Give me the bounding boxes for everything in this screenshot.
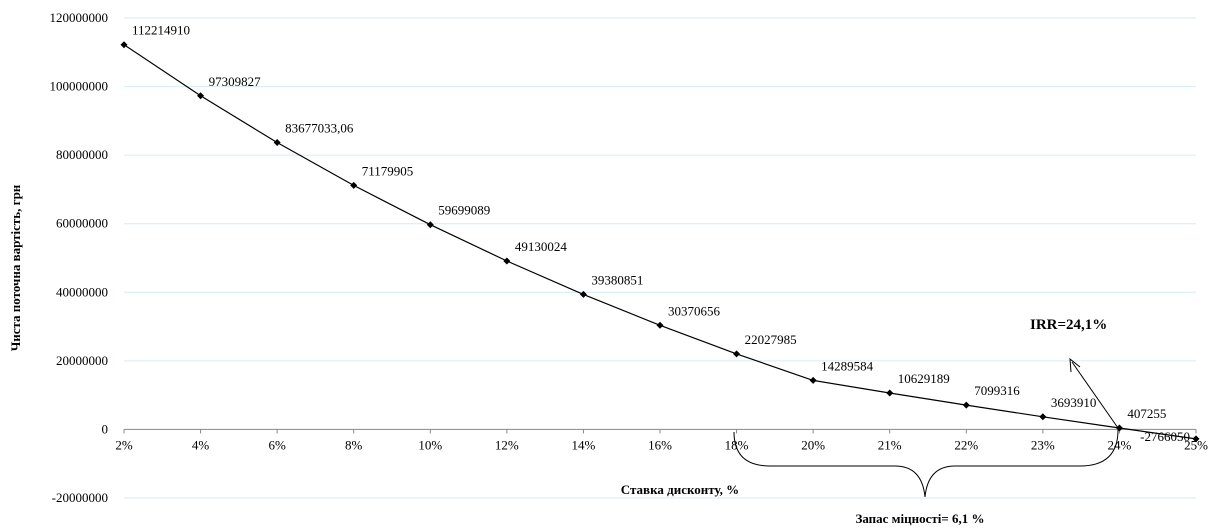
- data-label: 3693910: [1051, 395, 1097, 410]
- data-point: [962, 401, 970, 409]
- data-label: 59699089: [438, 203, 490, 218]
- x-tick-label: 23%: [1031, 437, 1055, 452]
- data-label: 71179905: [362, 163, 414, 178]
- y-tick-label: 40000000: [56, 284, 108, 299]
- y-axis-title: Чиста поточна вартість, грн: [8, 184, 23, 351]
- data-point: [120, 41, 128, 49]
- x-tick-label: 8%: [345, 437, 363, 452]
- x-tick-label: 14%: [572, 437, 596, 452]
- data-point: [886, 389, 894, 397]
- data-point: [426, 221, 434, 229]
- y-tick-label: 100000000: [50, 79, 109, 94]
- data-label: 30370656: [668, 303, 721, 318]
- x-axis-ticks: 2% 4% 6% 8% 10% 12% 14% 16% 18% 20% 21% 22% 23% 24% 25…: [115, 429, 1208, 452]
- irr-annotation: IRR=24,1%: [1030, 317, 1107, 333]
- data-point: [1039, 413, 1047, 421]
- y-tick-label: 120000000: [50, 10, 109, 25]
- x-tick-label: 12%: [495, 437, 519, 452]
- data-label: 22027985: [745, 332, 797, 347]
- safety-margin-brace: [733, 429, 1119, 498]
- data-label: 39380851: [591, 272, 643, 287]
- data-label: -2766050: [1140, 429, 1190, 444]
- data-markers: [120, 41, 1200, 443]
- irr-arrow: [1069, 357, 1119, 429]
- y-tick-label: 60000000: [56, 216, 108, 231]
- data-label: 112214910: [132, 23, 190, 38]
- npv-series-line: [123, 44, 1197, 440]
- x-tick-label: 4%: [192, 437, 210, 452]
- x-tick-label: 24%: [1108, 437, 1132, 452]
- x-tick-label: 20%: [801, 437, 825, 452]
- data-point: [350, 181, 358, 189]
- data-label: 10629189: [898, 371, 950, 386]
- data-point: [1115, 424, 1123, 432]
- x-tick-label: 22%: [954, 437, 978, 452]
- y-tick-label: 0: [102, 421, 109, 436]
- data-point: [197, 92, 205, 100]
- y-axis-ticks: -20000000 0 20000000 40000000 60000000 800000…: [50, 10, 109, 505]
- data-point: [733, 350, 741, 358]
- data-labels: 112214910 97309827 83677033,06 71179905 5969…: [132, 23, 1190, 444]
- x-tick-label: 16%: [648, 437, 672, 452]
- data-point: [579, 290, 587, 298]
- data-label: 14289584: [821, 358, 874, 373]
- x-tick-label: 6%: [268, 437, 286, 452]
- data-label: 83677033,06: [285, 121, 354, 136]
- x-tick-label: 2%: [115, 437, 133, 452]
- data-point: [273, 139, 281, 147]
- gridlines: [124, 17, 1196, 499]
- data-point: [1192, 435, 1200, 443]
- data-label: 97309827: [209, 74, 261, 89]
- data-label: 7099316: [974, 383, 1020, 398]
- y-tick-label: 20000000: [56, 353, 108, 368]
- safety-margin-annotation: Запас міцності= 6,1 %: [855, 511, 984, 526]
- data-label: 407255: [1127, 406, 1166, 421]
- data-point: [809, 376, 817, 384]
- data-point: [656, 321, 664, 329]
- y-tick-label: 80000000: [56, 147, 108, 162]
- x-tick-label: 21%: [878, 437, 902, 452]
- data-label: 49130024: [515, 239, 568, 254]
- x-tick-label: 10%: [418, 437, 442, 452]
- x-tick-label: 18%: [725, 437, 749, 452]
- x-axis-title: Ставка дисконту, %: [621, 482, 739, 497]
- y-tick-label: -20000000: [52, 490, 108, 505]
- data-point: [503, 257, 511, 265]
- x-tick-label: 25%: [1184, 437, 1208, 452]
